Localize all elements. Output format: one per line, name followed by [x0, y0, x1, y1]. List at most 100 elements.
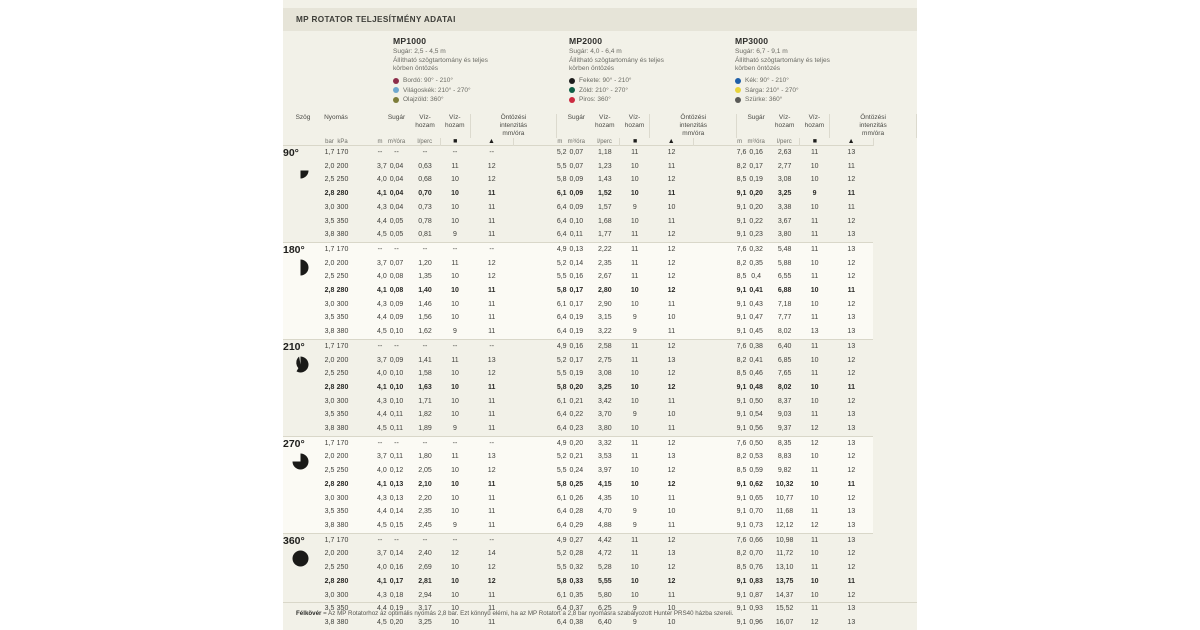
cell-flow-m3-mp2000: 0,17: [562, 297, 590, 312]
cell-flow-m3-mp1000: --: [383, 241, 410, 257]
cell-intensity-square-mp3000: 10: [799, 159, 830, 174]
cell-intensity-square-mp1000: --: [440, 241, 470, 257]
cell-intensity-triangle-mp3000: 11: [829, 574, 874, 589]
legend-swatch-row: Szürke: 360°: [735, 95, 907, 105]
cell-flow-lp-mp2000: 3,70: [589, 408, 620, 423]
cell-flow-m3-mp2000: 0,17: [562, 284, 590, 298]
cell-flow-lp-mp1000: 1,56: [410, 311, 440, 326]
cell-intensity-triangle-mp3000: 13: [829, 325, 874, 340]
color-strip-mp2000: [513, 338, 557, 437]
cell-intensity-square-mp1000: 10: [440, 477, 470, 492]
color-dot-icon: [569, 87, 575, 94]
cell-flow-m3-mp3000: 0,50: [742, 394, 770, 409]
cell-flow-m3-mp2000: 0,27: [562, 532, 590, 548]
legend-swatch-row: Sárga: 210° - 270°: [735, 85, 907, 95]
color-dot-icon: [735, 96, 741, 103]
cell-intensity-triangle-mp2000: 12: [649, 435, 694, 451]
cell-flow-m3-mp2000: 0,23: [562, 422, 590, 437]
table-row: 2,5 250 4,0 0,08 1,35 10 12 5,5 0,16 2,67 11 12 8,5 0…: [283, 270, 917, 285]
cell-intensity-square-mp1000: 10: [440, 367, 470, 381]
flow-label-b: hozam: [415, 122, 435, 129]
cell-radius-mp1000: 4,1: [377, 284, 387, 298]
col-header-radius-mp1000: Sugár: [387, 114, 406, 121]
cell-intensity-square-mp1000: 10: [440, 491, 470, 506]
cell-kpa: 280: [336, 477, 349, 492]
spacer-kpa: [349, 114, 377, 138]
cell-radius-mp1000: 4,5: [377, 518, 387, 534]
strip-spacer-mp3000: [693, 138, 736, 146]
cell-bar: 3,5: [323, 505, 336, 519]
cell-flow-m3-mp1000: 0,10: [383, 380, 410, 395]
cell-flow-m3-mp2000: 0,28: [562, 547, 590, 562]
cell-intensity-triangle-mp3000: 13: [829, 338, 874, 354]
cell-flow-m3-mp3000: 0,38: [742, 338, 770, 354]
cell-flow-m3-mp3000: 0,56: [742, 422, 770, 437]
cell-flow-m3-mp2000: 0,22: [562, 408, 590, 423]
cell-flow-lp-mp1000: 2,20: [410, 491, 440, 506]
flow-label-b: hozam: [624, 122, 645, 129]
cell-intensity-square-mp3000: 12: [799, 615, 830, 630]
cell-bar: 2,8: [323, 380, 336, 395]
cell-intensity-square-mp1000: 10: [440, 464, 470, 478]
cell-kpa: 170: [336, 532, 349, 548]
strip-spacer-mp2000: [513, 138, 556, 146]
col-header-flow-lp-mp2000: Víz- hozam: [620, 114, 650, 138]
table-head: Szög Nyomás Sugár Víz- hozam Víz- hozam …: [283, 114, 917, 146]
footnote-bold-lead: Félkövér: [296, 610, 322, 617]
cell-radius-mp3000: 9,1: [736, 574, 746, 589]
cell-flow-m3-mp3000: 0,46: [742, 367, 770, 381]
cell-intensity-triangle-mp1000: 11: [470, 325, 514, 340]
cell-intensity-triangle-mp3000: 11: [829, 477, 874, 492]
cell-flow-m3-mp3000: 0,35: [742, 256, 770, 271]
cell-flow-lp-mp2000: 3,15: [589, 311, 620, 326]
cell-flow-lp-mp2000: 1,52: [589, 187, 620, 201]
cell-flow-m3-mp3000: 0,73: [742, 518, 770, 534]
cell-flow-lp-mp2000: 1,68: [589, 214, 620, 229]
unit-lmin-mp2000: l/perc: [597, 138, 612, 145]
cell-flow-lp-mp1000: --: [410, 241, 440, 257]
cell-radius-mp1000: 4,3: [377, 394, 387, 409]
cell-intensity-triangle-mp1000: 11: [470, 602, 514, 616]
flow-label-b: hozam: [774, 122, 795, 129]
cell-flow-m3-mp1000: 0,09: [383, 297, 410, 312]
product-desc: Állítható szögtartomány és teljes körben …: [735, 56, 830, 73]
cell-bar: 3,0: [323, 297, 336, 312]
cell-radius-mp3000: 9,1: [736, 311, 746, 326]
cell-intensity-square-mp2000: 10: [619, 214, 650, 229]
cell-flow-lp-mp2000: 2,75: [589, 353, 620, 368]
cell-intensity-square-mp1000: 9: [440, 228, 470, 243]
cell-kpa: 300: [336, 297, 349, 312]
cell-flow-m3-mp1000: 0,14: [383, 547, 410, 562]
unit-intensity-square-mp3000: ■: [799, 138, 830, 146]
cell-flow-m3-mp1000: 0,09: [383, 311, 410, 326]
cell-flow-lp-mp2000: 1,43: [589, 173, 620, 188]
cell-intensity-triangle-mp3000: 13: [829, 615, 874, 630]
cell-radius-mp2000: 6,4: [556, 200, 567, 215]
cell-intensity-square-mp1000: 9: [440, 518, 470, 534]
cell-intensity-square-mp3000: 11: [799, 270, 830, 285]
cell-flow-m3-mp2000: 0,29: [562, 518, 590, 534]
cell-intensity-square-mp2000: 10: [619, 173, 650, 188]
cell-kpa: 200: [336, 450, 349, 465]
cell-intensity-square-mp3000: 10: [799, 284, 830, 298]
cell-intensity-square-mp1000: 10: [440, 394, 470, 409]
cell-flow-m3-mp1000: 0,09: [383, 353, 410, 368]
cell-intensity-square-mp1000: 10: [440, 574, 470, 589]
cell-intensity-square-mp3000: 10: [799, 491, 830, 506]
cell-radius-mp1000: 4,1: [377, 574, 387, 589]
cell-intensity-triangle-mp3000: 11: [829, 200, 874, 215]
table-row: 2,8 280 4,1 0,13 2,10 10 11 5,8 0,25 4,15 10 12 9,1 0…: [283, 477, 917, 492]
cell-intensity-triangle-mp2000: 12: [649, 270, 694, 285]
table-row: 210° 1,7 170 -- -- -- -- -- 4,9 0,16 2,58 11 12 7,6 0,…: [283, 338, 917, 437]
cell-flow-lp-mp1000: 1,82: [410, 408, 440, 423]
cell-radius-mp3000: 7,6: [736, 532, 746, 548]
cell-radius-mp1000: 4,1: [377, 477, 387, 492]
col-header-intensity-mp3000: Öntözési intenzitás mm/óra: [829, 114, 917, 138]
cell-intensity-square-mp3000: 9: [799, 187, 830, 201]
cell-kpa: 300: [336, 491, 349, 506]
cell-flow-m3-mp1000: 0,11: [383, 450, 410, 465]
cell-radius-mp1000: 4,3: [377, 297, 387, 312]
cell-flow-m3-mp1000: 0,13: [383, 491, 410, 506]
cell-kpa: 380: [336, 325, 349, 340]
legend-swatches: Kék: 90° - 210° Sárga: 210° - 270° Szürke:…: [735, 76, 907, 105]
